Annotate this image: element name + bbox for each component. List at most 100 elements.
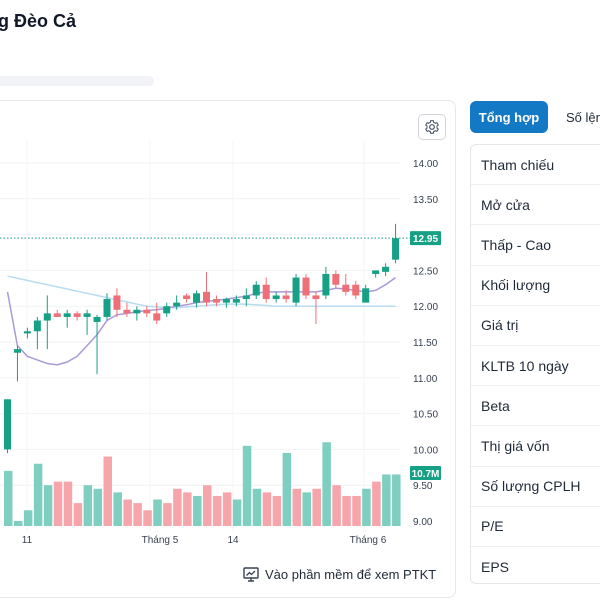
- monitor-chart-icon: [243, 567, 259, 582]
- candle-body: [13, 349, 21, 353]
- x-axis-label: 14: [227, 535, 239, 546]
- stat-row-beta: Beta: [471, 386, 600, 427]
- tab-tong-hop[interactable]: Tổng hợp: [470, 101, 548, 133]
- candle-body: [292, 277, 300, 303]
- volume-bar: [53, 481, 63, 526]
- volume-bar: [193, 495, 202, 526]
- candle-body: [113, 295, 121, 310]
- candle-body: [232, 299, 240, 303]
- volume-bar: [23, 510, 33, 526]
- candle-body: [173, 302, 181, 307]
- ma-short-line: [6, 276, 396, 366]
- volume-bar: [212, 495, 222, 526]
- candle-body: [43, 313, 51, 321]
- stat-row-kltb-10-ngay: KLTB 10 ngày: [471, 346, 600, 387]
- volume-bar: [272, 495, 282, 526]
- stat-row-mo-cua: Mở cửa: [471, 185, 600, 226]
- x-axis-label: Tháng 6: [350, 535, 387, 546]
- volume-bar: [103, 456, 112, 526]
- candle-body: [342, 284, 350, 292]
- chart-settings-button[interactable]: [418, 114, 446, 140]
- volume-bar: [73, 503, 83, 526]
- candle-body: [93, 316, 101, 322]
- price-axis-label: 9.50: [413, 481, 433, 492]
- volume-bar: [362, 488, 371, 526]
- volume-bar: [133, 503, 142, 526]
- candle-body: [382, 266, 390, 272]
- volume-bar: [292, 488, 302, 526]
- price-axis-label: 12.50: [413, 266, 438, 277]
- candle-body: [212, 299, 220, 303]
- candle-body: [73, 313, 81, 317]
- volume-bar: [203, 485, 212, 526]
- candle-body: [332, 273, 340, 285]
- volume-bar: [382, 474, 391, 526]
- volume-bar: [93, 488, 103, 526]
- candle-body: [193, 293, 201, 303]
- volume-bar: [252, 488, 262, 526]
- price-axis-label: 12.00: [413, 302, 438, 313]
- volume-bar: [163, 503, 172, 526]
- volume-bar: [242, 445, 252, 526]
- candle-body: [53, 313, 61, 317]
- last-price-tag: 12.95: [413, 234, 438, 245]
- volume-bar: [302, 492, 311, 526]
- volume-bar: [222, 492, 232, 526]
- open-ta-software-link[interactable]: Vào phần mềm để xem PTKT: [243, 567, 436, 582]
- volume-bar: [173, 488, 182, 526]
- candle-body: [23, 331, 31, 334]
- volume-bar: [153, 499, 162, 526]
- x-axis-label: Tháng 5: [142, 535, 179, 546]
- volume-bar: [123, 499, 132, 526]
- candle-body: [163, 306, 171, 314]
- candle-body: [302, 277, 310, 296]
- stat-row-gia-tri: Giá trị: [471, 306, 600, 346]
- candle-body: [33, 320, 41, 332]
- volume-bar: [322, 442, 331, 526]
- price-axis-label: 10.00: [413, 445, 438, 456]
- candle-body: [203, 291, 210, 303]
- candle-body: [262, 284, 270, 300]
- stat-row-tham-chieu: Tham chiếu: [471, 145, 600, 186]
- price-axis-label: 10.50: [413, 410, 438, 421]
- stat-row-khoi-luong: Khối lượng: [471, 266, 600, 306]
- candle-body: [123, 309, 131, 314]
- price-axis-label: 14.00: [413, 159, 438, 170]
- volume-bar: [332, 485, 341, 526]
- volume-bar: [4, 470, 13, 526]
- candle-body: [392, 238, 400, 260]
- candle-body: [63, 313, 71, 317]
- volume-bar: [312, 488, 321, 526]
- title-underbar: [0, 76, 154, 86]
- volume-bar: [13, 521, 23, 526]
- price-axis-label: 11.50: [413, 338, 438, 349]
- gear-icon: [425, 120, 439, 134]
- candle-body: [153, 313, 161, 321]
- volume-bar: [392, 474, 401, 526]
- volume-bar: [63, 481, 73, 526]
- stat-row-thap-cao: Thấp - Cao: [471, 225, 600, 266]
- volume-bar: [372, 481, 381, 526]
- ma-long-line: [7, 275, 396, 309]
- candle-body: [103, 299, 111, 317]
- price-axis-label: 13.50: [413, 195, 438, 206]
- candle-body: [282, 295, 290, 300]
- price-volume-chart[interactable]: 14.0013.5013.0012.5012.0011.5011.0010.50…: [0, 100, 456, 560]
- tab-so-lenh[interactable]: Số lệnh: [566, 109, 600, 125]
- candle-body: [242, 295, 250, 300]
- candle-body: [272, 295, 280, 300]
- stats-panel: Tham chiếu Mở cửa Thấp - Cao Khối lượng …: [470, 144, 600, 584]
- candle-body: [143, 309, 151, 314]
- candle-body: [372, 270, 380, 274]
- volume-bar: [83, 485, 93, 526]
- last-volume-tag: 10.7M: [412, 469, 440, 480]
- volume-bar: [352, 495, 361, 526]
- stat-row-eps: EPS: [481, 558, 510, 575]
- candle-body: [222, 299, 230, 303]
- candle-body: [83, 313, 91, 317]
- volume-bar: [143, 510, 152, 526]
- price-axis-label: 11.00: [413, 374, 438, 385]
- volume-bar: [232, 499, 242, 526]
- candle-body: [4, 399, 11, 450]
- candle-body: [312, 295, 320, 300]
